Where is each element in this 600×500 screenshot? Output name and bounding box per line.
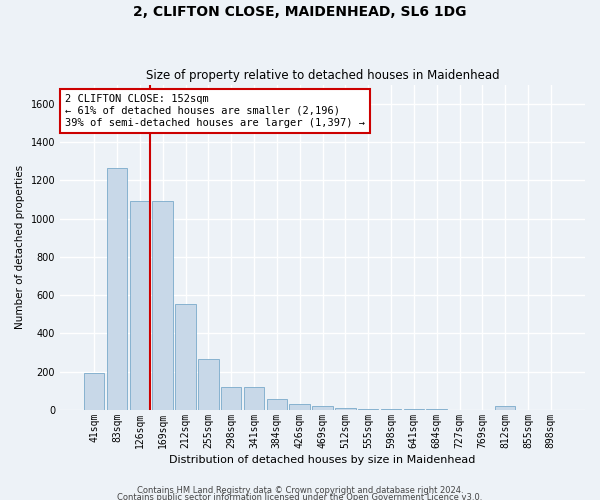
Bar	[244, 387, 264, 410]
Y-axis label: Number of detached properties: Number of detached properties	[15, 165, 25, 330]
Text: Contains public sector information licensed under the Open Government Licence v3: Contains public sector information licen…	[118, 494, 482, 500]
Bar	[335, 408, 356, 410]
Bar	[152, 202, 173, 410]
Bar	[198, 360, 218, 410]
Bar	[289, 404, 310, 410]
Bar	[427, 409, 447, 410]
Bar	[221, 387, 241, 410]
Bar	[130, 202, 150, 410]
Bar	[312, 406, 333, 410]
Bar	[404, 409, 424, 410]
Bar	[381, 409, 401, 410]
Bar	[175, 304, 196, 410]
Title: Size of property relative to detached houses in Maidenhead: Size of property relative to detached ho…	[146, 69, 499, 82]
Text: Contains HM Land Registry data © Crown copyright and database right 2024.: Contains HM Land Registry data © Crown c…	[137, 486, 463, 495]
Bar	[266, 400, 287, 410]
Bar	[84, 372, 104, 410]
Text: 2, CLIFTON CLOSE, MAIDENHEAD, SL6 1DG: 2, CLIFTON CLOSE, MAIDENHEAD, SL6 1DG	[133, 5, 467, 19]
Text: 2 CLIFTON CLOSE: 152sqm
← 61% of detached houses are smaller (2,196)
39% of semi: 2 CLIFTON CLOSE: 152sqm ← 61% of detache…	[65, 94, 365, 128]
Bar	[107, 168, 127, 410]
Bar	[358, 409, 379, 410]
Bar	[495, 406, 515, 410]
X-axis label: Distribution of detached houses by size in Maidenhead: Distribution of detached houses by size …	[169, 455, 476, 465]
